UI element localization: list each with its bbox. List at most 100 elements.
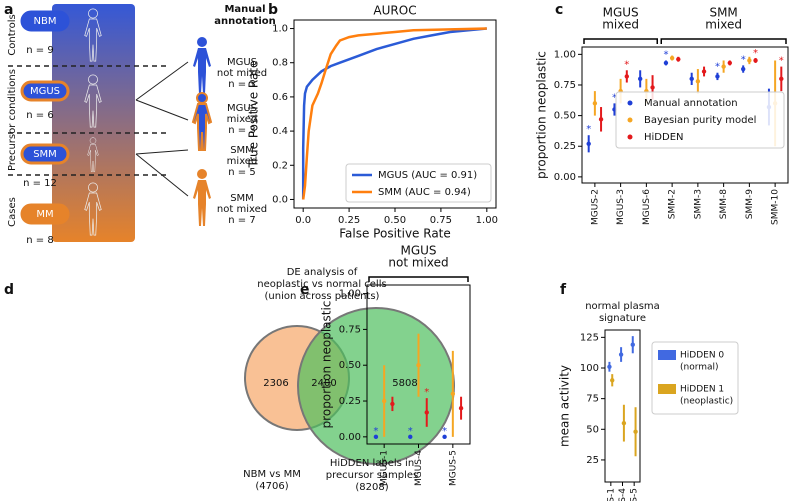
x-axis-label: False Positive Rate [339,227,451,241]
group-pill [20,203,70,225]
y-tick-label: 0.8 [272,58,288,69]
chart-title: normal plasma [585,301,660,312]
point [695,79,701,84]
y-axis-label: mean activity [558,365,572,447]
group-label: MM [36,209,53,220]
group-label: MGUS [400,244,436,258]
point [689,76,694,82]
x-tick-label: 0.75 [430,215,452,226]
annotation-n: n = 5 [228,167,255,178]
y-tick-label: 25 [586,455,599,466]
group-n: n = 8 [26,235,53,246]
panel-label: c [555,2,563,18]
legend-box [345,163,492,203]
panel-label: d [4,282,14,298]
panel-label: e [300,282,310,298]
point [458,405,464,411]
venn-label: (4706) [255,481,288,492]
row-label: Precursor conditions [7,69,18,171]
significance-mark: * [663,49,668,60]
annotation-label: not mixed [217,204,267,215]
annotation-title: Manual [224,4,265,15]
point [630,342,635,347]
y-tick-label: 0.00 [554,172,576,183]
chart-title: AUROC [373,4,416,18]
point [598,117,604,122]
x-tick-label: MGUS-4 [414,450,424,486]
venn-label: (8208) [355,482,388,493]
venn-title: (union across patients) [265,291,380,302]
legend-label: HiDDEN [644,132,684,143]
point [715,74,720,79]
point [663,60,669,66]
legend-label: Manual annotation [644,98,738,109]
point [618,352,624,357]
group-pill [20,80,70,102]
point [669,55,675,61]
group-pill [20,143,70,165]
group-label: NBM [34,16,57,27]
significance-mark: * [779,56,784,67]
venn-count: 2400 [311,378,336,389]
group-bracket [583,38,658,44]
significance-mark: * [612,92,617,103]
annotation-n: n = 3 [228,79,255,90]
y-tick-label: 0.2 [272,160,288,171]
legend-swatch [627,100,633,106]
roc-line [301,27,487,200]
y-tick-label: 1.00 [554,49,576,60]
significance-mark: * [373,426,378,437]
group-label: mixed [705,18,742,32]
figure-mixed [192,92,212,151]
y-tick-label: 125 [580,332,599,343]
venn-label: precursor samples [326,470,419,481]
x-tick-label: 0.0 [295,215,311,226]
figure-blue [193,37,211,94]
y-tick-label: 0.75 [339,324,361,335]
annotation-label: MGUS [227,103,257,114]
venn-count: 2306 [263,378,288,389]
legend-label: MGUS (AUC = 0.91) [378,170,477,181]
legend-label: HiDDEN 0 [680,351,724,361]
point [450,391,456,397]
legend-box [615,91,785,149]
group-bracket [660,38,787,44]
x-tick-label: SMM-8 [719,189,729,219]
significance-mark: * [408,426,413,437]
group-label: MGUS [30,86,60,97]
annotation-label: not mixed [217,68,267,79]
group-label: MGUS [603,6,639,20]
point [416,363,421,368]
point [621,420,627,426]
legend-label: (neoplastic) [680,397,733,407]
venn-title: neoplastic vs normal cells [257,279,386,290]
legend-label: SMM (AUC = 0.94) [378,187,471,198]
diagram-a [8,4,212,242]
significance-mark: * [741,54,746,65]
x-tick-label: MGUS-4 [618,488,628,501]
legend-swatch [658,384,676,394]
chart-title: signature [599,313,646,324]
point [753,58,758,63]
plot-frame [581,46,789,184]
group-label: not mixed [388,256,448,270]
group-n: n = 6 [26,110,53,121]
legend-swatch [627,134,633,140]
venn-count: 5808 [392,378,417,389]
y-tick-label: 0.25 [554,141,576,152]
annotation-label: mixed [227,156,258,167]
point [442,434,447,440]
point [390,401,395,407]
x-tick-label: SMM-3 [693,189,703,219]
y-tick-label: 0.00 [339,432,361,443]
point [779,76,784,82]
annotation-label: SMM [230,193,254,204]
row-label: Cases [7,197,18,227]
y-tick-label: 0.4 [272,126,288,137]
group-label: SMM [709,6,737,20]
panel-label: b [268,2,278,18]
point [676,57,681,62]
figure-orange [193,169,211,226]
point [373,434,379,440]
point [586,141,591,146]
